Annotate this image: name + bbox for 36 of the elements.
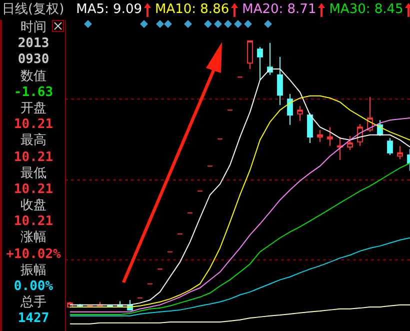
text: 10.21 [12, 182, 54, 198]
text: MA5: 9.09 [76, 1, 142, 19]
text: 最低 [20, 166, 48, 182]
candlestick [307, 112, 313, 144]
candlestick [277, 56, 283, 106]
text: -1.63 [12, 84, 54, 101]
text: 总手 [20, 295, 48, 312]
text: 开盘 [20, 100, 48, 118]
text: 时间 [20, 20, 48, 36]
text: 10.21 [12, 117, 54, 133]
text: 1427 [16, 311, 50, 328]
text: 振幅 [20, 262, 48, 279]
text: +10.02% [5, 246, 62, 263]
candlestick [257, 46, 263, 81]
text: 10.21 [12, 214, 54, 230]
candlestick [297, 106, 303, 122]
text: 2013 [16, 36, 50, 52]
candlestick [387, 138, 393, 156]
text: 数值 [20, 68, 48, 85]
chart-title: 日线(复权) [2, 1, 64, 19]
candlestick [317, 130, 323, 142]
candlestick [247, 40, 253, 70]
candlestick [397, 145, 403, 160]
text: 收盘 [20, 198, 48, 214]
text: 10.21 [12, 150, 54, 166]
candlestick [287, 94, 293, 126]
text: 0.00% [12, 279, 54, 295]
text: 最高 [20, 133, 48, 150]
text: MA20: 8.71 [242, 1, 316, 19]
text: MA30: 8.45 [329, 1, 404, 19]
candlestick [337, 136, 343, 160]
text: 涨幅 [20, 230, 48, 247]
candlestick [347, 135, 353, 150]
text: MA10: 8.86 [155, 1, 230, 19]
text: 0930 [16, 52, 50, 69]
candlestick [327, 126, 333, 146]
